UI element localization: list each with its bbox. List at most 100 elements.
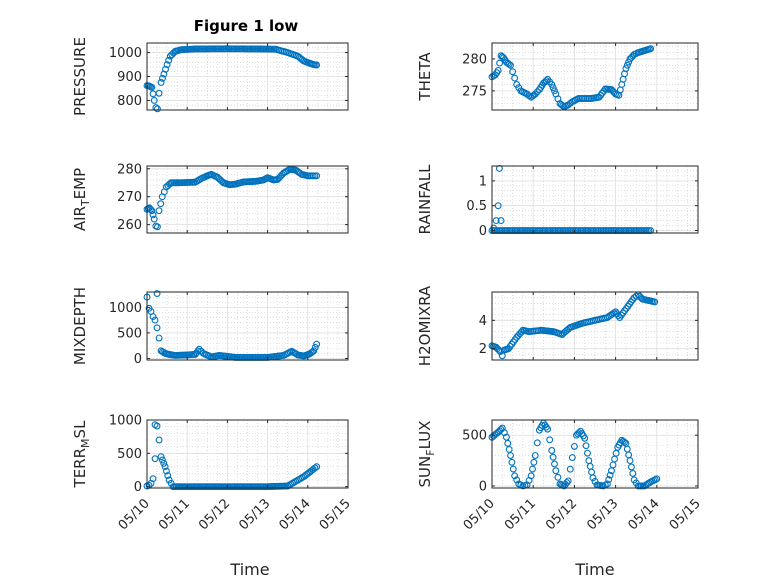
data-point xyxy=(551,87,558,95)
data-point xyxy=(622,65,630,72)
axes-box xyxy=(146,291,349,361)
data-point xyxy=(606,471,614,479)
data-point xyxy=(549,453,557,461)
data-point xyxy=(626,457,634,465)
data-point xyxy=(496,59,504,67)
y-axis-label-main: SUN xyxy=(416,456,434,488)
axes-box xyxy=(146,165,349,234)
y-tick-label: 260 xyxy=(117,218,142,233)
data-point xyxy=(531,90,539,98)
y-axis-label: AIRTEMP xyxy=(71,168,92,231)
y-tick-label: 0 xyxy=(134,480,142,495)
data-point xyxy=(533,439,541,447)
data-point xyxy=(651,298,659,306)
data-point xyxy=(166,180,173,188)
data-point xyxy=(155,207,163,215)
y-tick-label: 500 xyxy=(117,326,142,341)
y-tick-label: 280 xyxy=(462,52,487,67)
y-axis-label-subscript: M xyxy=(79,438,92,448)
data-point xyxy=(494,202,502,210)
data-point xyxy=(313,463,321,471)
panel-mixdepth: 0 500 1000 MIXDEPTH xyxy=(71,287,349,367)
data-point xyxy=(497,217,505,225)
data-point xyxy=(502,433,510,441)
data-point xyxy=(164,472,172,480)
data-point xyxy=(527,472,535,480)
data-point xyxy=(494,66,502,74)
data-point xyxy=(158,456,166,464)
data-point xyxy=(163,61,171,68)
data-point xyxy=(310,347,318,355)
x-axis-label-left: Time xyxy=(229,560,269,579)
data-point xyxy=(152,104,160,112)
data-point xyxy=(509,465,517,473)
axes-box xyxy=(491,291,699,361)
data-point xyxy=(149,475,157,483)
data-point xyxy=(507,61,514,69)
data-point xyxy=(629,470,637,477)
data-point xyxy=(647,45,655,53)
data-point xyxy=(511,472,519,480)
data-point xyxy=(155,436,163,444)
data-point xyxy=(627,463,635,471)
data-point xyxy=(530,458,538,466)
data-point xyxy=(511,74,519,82)
data-point xyxy=(548,81,556,88)
data-point xyxy=(159,74,166,82)
data-point xyxy=(157,200,165,208)
data-series-pressure xyxy=(143,45,321,113)
data-point xyxy=(153,290,161,297)
data-point xyxy=(548,447,556,454)
data-series-sun_flux xyxy=(488,419,661,490)
y-tick-label: 270 xyxy=(117,190,142,205)
data-point xyxy=(504,439,512,447)
data-point xyxy=(313,61,321,69)
y-tick-label: 2 xyxy=(479,342,487,357)
data-point xyxy=(313,172,321,180)
y-tick-label: 900 xyxy=(117,70,142,85)
y-axis-label-subscript: T xyxy=(79,199,92,207)
panel-rainfall: 0 0.5 1 RAINFALL xyxy=(416,164,699,239)
y-tick-label: 1 xyxy=(479,174,487,189)
y-axis-label: PRESSURE xyxy=(71,37,89,116)
axes-box xyxy=(146,419,349,489)
data-point xyxy=(148,83,156,91)
y-tick-label: 500 xyxy=(462,429,487,444)
data-point xyxy=(583,449,591,457)
data-point xyxy=(195,345,203,353)
y-tick-label: 0 xyxy=(479,224,487,239)
data-point xyxy=(653,475,661,483)
y-tick-label: 280 xyxy=(117,162,142,177)
data-point xyxy=(581,434,589,442)
figure-title: Figure 1 low xyxy=(194,17,299,35)
data-series-terr_msl xyxy=(143,421,321,491)
y-tick-label: 500 xyxy=(117,447,142,462)
data-point xyxy=(162,65,169,73)
y-axis-label: THETA xyxy=(416,52,434,102)
data-point xyxy=(564,477,572,485)
data-point xyxy=(513,476,521,484)
data-point xyxy=(155,334,163,342)
data-point xyxy=(552,467,560,475)
data-series-air_temp xyxy=(143,165,321,231)
y-axis-label-main: AIR xyxy=(71,206,89,231)
y-axis-label-subscript: F xyxy=(424,449,437,455)
data-series-h2omixra xyxy=(488,291,659,360)
data-point xyxy=(509,68,517,76)
data-point xyxy=(582,442,590,450)
data-point xyxy=(603,480,611,488)
data-point xyxy=(525,92,533,100)
data-point xyxy=(153,324,161,332)
y-tick-label: 800 xyxy=(117,94,142,109)
data-point xyxy=(546,436,554,444)
axes-box xyxy=(491,42,699,111)
y-tick-label: 0 xyxy=(479,479,487,494)
axes-box xyxy=(491,419,699,489)
data-point xyxy=(570,442,578,450)
data-point xyxy=(551,460,558,468)
data-point xyxy=(311,344,319,351)
y-tick-label: 1000 xyxy=(109,301,142,316)
y-axis-label: H2OMIXRA xyxy=(416,285,434,366)
data-point xyxy=(157,453,165,461)
